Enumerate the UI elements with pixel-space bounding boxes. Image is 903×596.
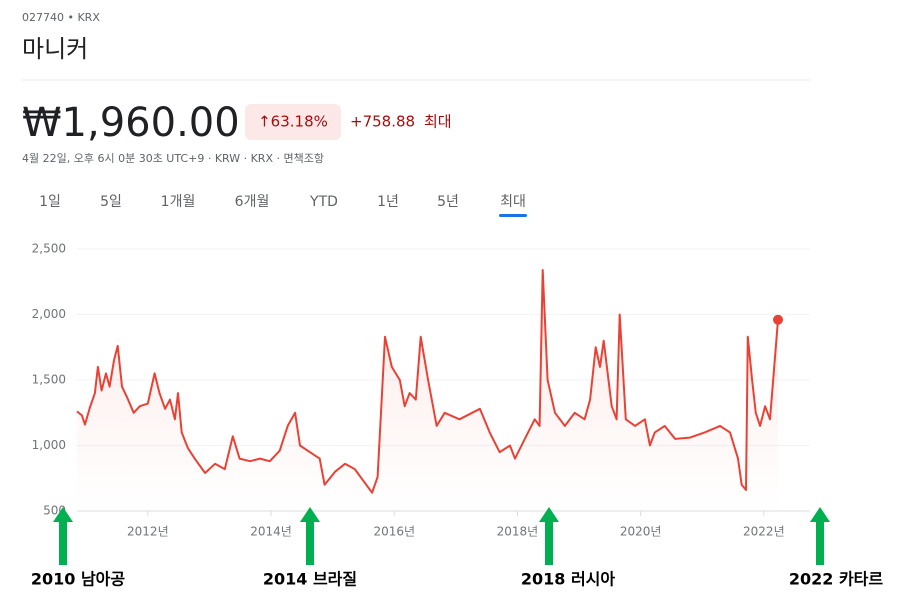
annotation: 2022 카타르 [789, 570, 884, 589]
arrow [53, 507, 73, 565]
tabs: 1일 5일 1개월 6개월 YTD 1년 5년 최대 [39, 194, 527, 217]
area-fill [77, 270, 778, 511]
x-tick-label: 2012년 [127, 525, 169, 539]
tab-underline [499, 214, 527, 217]
y-tick-label: 1,000 [32, 438, 66, 452]
annotation: 2014 브라질 [263, 570, 357, 589]
tab[interactable]: 1년 [377, 194, 399, 210]
period: 최대 [424, 113, 452, 131]
ticker: 027740 • KRX [22, 11, 100, 24]
arrow [539, 507, 559, 565]
tab[interactable]: 5년 [437, 194, 459, 210]
y-tick-label: 2,000 [32, 307, 66, 321]
change-pct: ↑63.18% [258, 113, 328, 131]
x-tick-label: 2018년 [497, 525, 539, 539]
tab[interactable]: 1일 [39, 194, 61, 210]
tab[interactable]: YTD [309, 194, 338, 210]
annotation: 2018 러시아 [521, 570, 616, 589]
tab[interactable]: 6개월 [235, 194, 270, 210]
x-tick-label: 2016년 [373, 525, 415, 539]
price-line [76, 269, 779, 494]
tab[interactable]: 5일 [100, 194, 122, 210]
x-tick-label: 2022년 [743, 525, 785, 539]
timestamp: 4월 22일, 오후 6시 0분 30초 UTC+9 · KRW · KRX ·… [22, 151, 324, 165]
x-tick-label: 2020년 [620, 525, 662, 539]
annotation: 2010 남아공 [31, 570, 126, 589]
tab[interactable]: 최대 [500, 194, 526, 210]
price: ₩1,960.00 [22, 100, 240, 146]
change-badge [245, 104, 341, 140]
tab[interactable]: 1개월 [161, 194, 196, 210]
change: +758.88 [350, 113, 415, 131]
end-dot [773, 314, 783, 325]
stock-name: 마니커 [22, 35, 88, 63]
y-tick-label: 1,500 [32, 373, 66, 387]
y-tick-label: 2,500 [32, 242, 66, 256]
arrow [810, 507, 830, 565]
arrow [300, 507, 320, 565]
x-tick-label: 2014년 [250, 525, 292, 539]
